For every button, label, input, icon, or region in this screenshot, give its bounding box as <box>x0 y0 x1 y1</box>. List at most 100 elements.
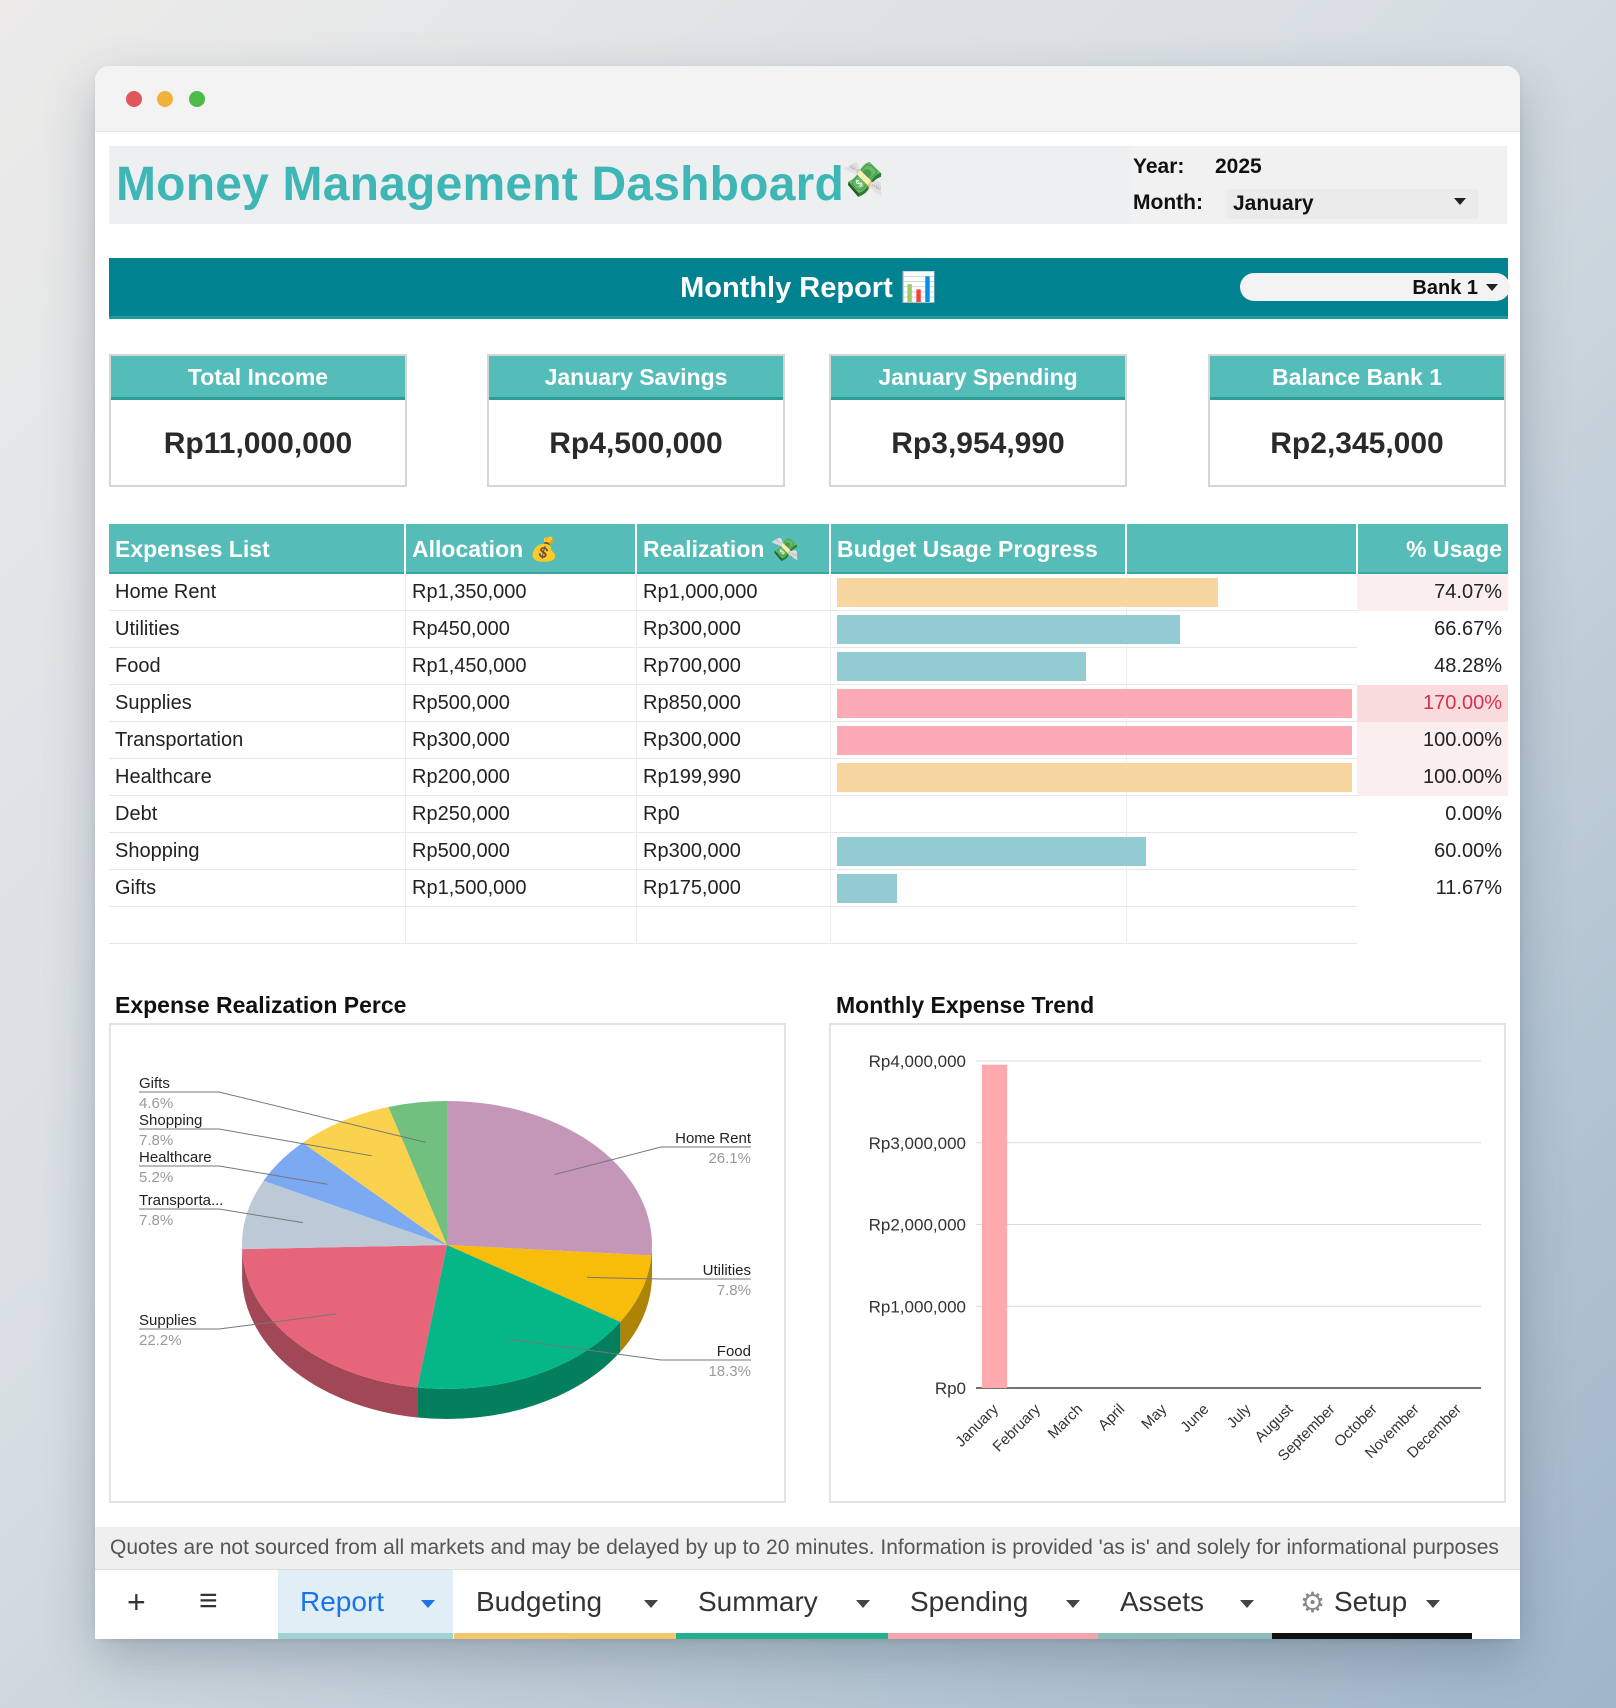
cell-realization[interactable]: Rp175,000 <box>637 870 831 907</box>
summary-card-4: Balance Bank 1 Rp2,345,000 <box>1208 354 1506 487</box>
bar-chart: Rp0 Rp1,000,000 Rp2,000,000 Rp3,000,000 Rp4,… <box>869 1052 1481 1465</box>
cell-progress[interactable] <box>831 907 1127 944</box>
minimize-window-button[interactable] <box>157 91 173 107</box>
add-sheet-icon[interactable]: + <box>127 1584 146 1620</box>
table-row: Food Rp1,450,000 Rp700,000 48.28% <box>109 648 1508 685</box>
money-with-wings-icon: 💸 <box>842 161 885 199</box>
tab-color-underline <box>278 1633 453 1639</box>
cell-progress[interactable] <box>831 796 1127 833</box>
cell-expense-name[interactable]: Healthcare <box>109 759 406 796</box>
chevron-down-icon[interactable] <box>644 1600 658 1608</box>
footer-disclaimer: Quotes are not sourced from all markets … <box>95 1527 1520 1569</box>
pie-slice-label: Home Rent <box>675 1130 752 1147</box>
cell-usage-pct[interactable]: 66.67% <box>1357 611 1508 648</box>
chevron-down-icon[interactable] <box>1240 1600 1254 1608</box>
cell-expense-name[interactable] <box>109 907 406 944</box>
cell-allocation[interactable]: Rp250,000 <box>406 796 637 833</box>
cell-expense-name[interactable]: Supplies <box>109 685 406 722</box>
usage-progress-bar <box>837 615 1180 644</box>
cell-allocation[interactable]: Rp1,500,000 <box>406 870 637 907</box>
cell-expense-name[interactable]: Gifts <box>109 870 406 907</box>
x-tick-label: April <box>1095 1401 1128 1434</box>
window-titlebar <box>95 66 1520 132</box>
chevron-down-icon[interactable] <box>1426 1600 1440 1608</box>
cell-allocation[interactable]: Rp300,000 <box>406 722 637 759</box>
cell-realization[interactable]: Rp1,000,000 <box>637 574 831 611</box>
card-value: Rp2,345,000 <box>1270 427 1444 460</box>
tab-report[interactable]: Report <box>278 1570 453 1639</box>
cell-allocation[interactable]: Rp1,350,000 <box>406 574 637 611</box>
pie-slice-label: Shopping <box>139 1112 202 1129</box>
cell-progress[interactable] <box>831 870 1127 907</box>
pie-leader-line <box>139 1128 372 1157</box>
summary-card-2: January Savings Rp4,500,000 <box>487 354 785 487</box>
month-dropdown[interactable]: January <box>1227 189 1478 219</box>
tab-spending[interactable]: Spending <box>888 1570 1098 1639</box>
year-value[interactable]: 2025 <box>1215 155 1262 178</box>
tab-label: Budgeting <box>476 1586 603 1617</box>
cell-realization[interactable]: Rp0 <box>637 796 831 833</box>
cell-realization[interactable]: Rp300,000 <box>637 611 831 648</box>
cell-usage-pct[interactable]: 48.28% <box>1357 648 1508 685</box>
cell-realization[interactable]: Rp300,000 <box>637 833 831 870</box>
card-label: Balance Bank 1 <box>1210 356 1504 400</box>
chevron-down-icon <box>1454 198 1466 205</box>
cell-allocation[interactable]: Rp500,000 <box>406 833 637 870</box>
chevron-down-icon[interactable] <box>421 1600 435 1608</box>
close-window-button[interactable] <box>126 91 142 107</box>
tab-budgeting[interactable]: Budgeting <box>454 1570 676 1639</box>
cell-usage-pct[interactable]: 11.67% <box>1357 870 1508 907</box>
cell-allocation[interactable] <box>406 907 637 944</box>
all-sheets-menu-icon[interactable]: ≡ <box>199 1582 218 1618</box>
cell-allocation[interactable]: Rp1,450,000 <box>406 648 637 685</box>
cell-allocation[interactable]: Rp500,000 <box>406 685 637 722</box>
cell-progress-ext[interactable] <box>1127 833 1358 870</box>
cell-realization[interactable]: Rp700,000 <box>637 648 831 685</box>
pie-leader-line <box>139 1091 426 1143</box>
cell-realization[interactable]: Rp300,000 <box>637 722 831 759</box>
pie-slice <box>302 1106 447 1245</box>
tab-summary[interactable]: Summary <box>676 1570 888 1639</box>
cell-realization[interactable] <box>637 907 831 944</box>
table-row: Home Rent Rp1,350,000 Rp1,000,000 74.07% <box>109 574 1508 611</box>
chevron-down-icon[interactable] <box>856 1600 870 1608</box>
cell-progress-ext[interactable] <box>1127 870 1358 907</box>
chevron-down-icon[interactable] <box>1066 1600 1080 1608</box>
cell-progress-ext[interactable] <box>1127 907 1358 944</box>
cell-usage-pct[interactable]: 170.00% <box>1357 685 1508 722</box>
tab-setup[interactable]: ⚙ Setup <box>1272 1570 1472 1639</box>
cell-realization[interactable]: Rp199,990 <box>637 759 831 796</box>
cell-expense-name[interactable]: Home Rent <box>109 574 406 611</box>
cell-expense-name[interactable]: Food <box>109 648 406 685</box>
monthly-report-title: Monthly Report 📊 <box>680 272 937 304</box>
tab-label: Assets <box>1120 1586 1205 1617</box>
summary-card-1: Total Income Rp11,000,000 <box>109 354 407 487</box>
card-value: Rp4,500,000 <box>549 427 723 460</box>
pie-slice-pct-label: 26.1% <box>708 1150 751 1167</box>
card-label: January Spending <box>831 356 1125 400</box>
cell-allocation[interactable]: Rp450,000 <box>406 611 637 648</box>
cell-usage-pct[interactable] <box>1357 907 1508 944</box>
usage-progress-bar <box>837 578 1218 607</box>
pie-slice-pct-label: 7.8% <box>139 1212 173 1229</box>
cell-usage-pct[interactable]: 74.07% <box>1357 574 1508 611</box>
cell-progress-ext[interactable] <box>1127 796 1358 833</box>
cell-progress[interactable] <box>831 648 1127 685</box>
tab-assets[interactable]: Assets <box>1098 1570 1272 1639</box>
cell-usage-pct[interactable]: 60.00% <box>1357 833 1508 870</box>
cell-allocation[interactable]: Rp200,000 <box>406 759 637 796</box>
x-tick-label: July <box>1224 1400 1255 1431</box>
header-allocation: Allocation 💰 <box>406 524 637 574</box>
cell-progress-ext[interactable] <box>1127 648 1358 685</box>
cell-expense-name[interactable]: Utilities <box>109 611 406 648</box>
maximize-window-button[interactable] <box>189 91 205 107</box>
pie-chart-title: Expense Realization Perce <box>115 992 407 1018</box>
cell-usage-pct[interactable]: 100.00% <box>1357 759 1508 796</box>
cell-expense-name[interactable]: Debt <box>109 796 406 833</box>
cell-expense-name[interactable]: Shopping <box>109 833 406 870</box>
cell-usage-pct[interactable]: 0.00% <box>1357 796 1508 833</box>
cell-expense-name[interactable]: Transportation <box>109 722 406 759</box>
cell-realization[interactable]: Rp850,000 <box>637 685 831 722</box>
cell-usage-pct[interactable]: 100.00% <box>1357 722 1508 759</box>
bank-dropdown[interactable]: Bank 1 <box>1240 273 1510 301</box>
